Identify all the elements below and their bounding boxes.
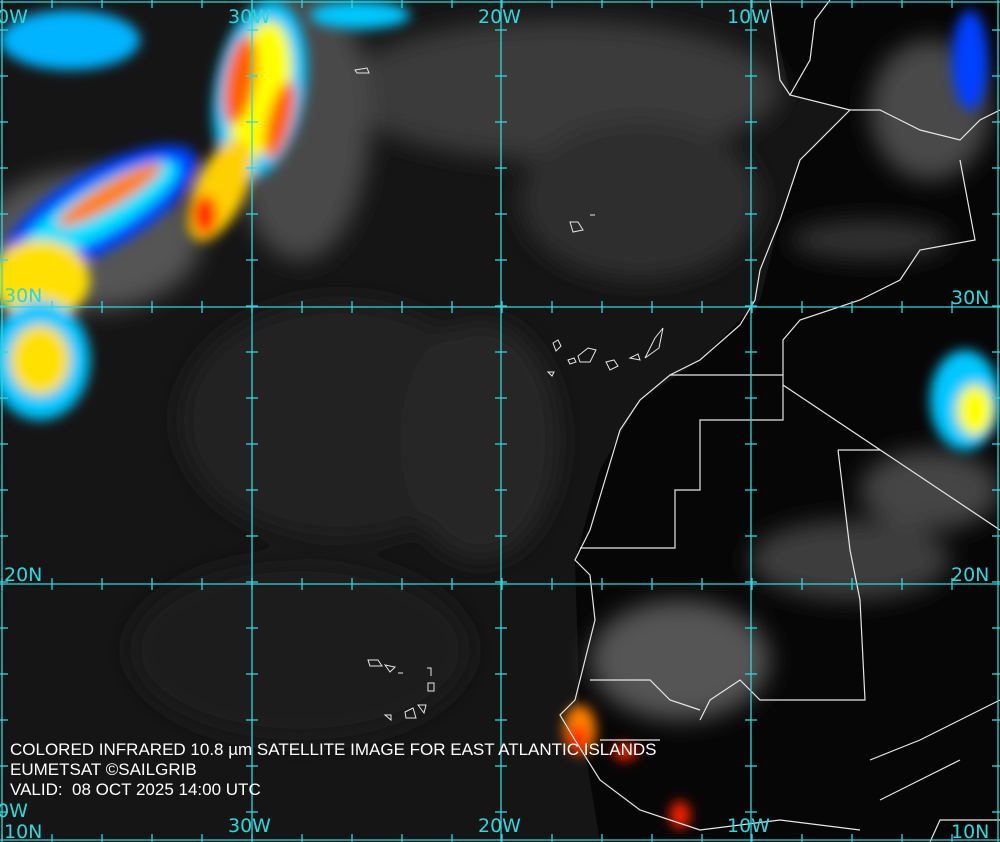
grid-label-bottom: 30W bbox=[228, 815, 271, 837]
grid-label-top: 20W bbox=[478, 6, 521, 28]
grid-label-left: 20N bbox=[4, 564, 43, 586]
islands bbox=[354, 67, 664, 722]
grid-label-top: 0W bbox=[0, 6, 28, 28]
grid-label-bottom: 0W bbox=[0, 800, 28, 822]
grid-label-left: 30N bbox=[4, 285, 43, 307]
grid-label-bottom: 10W bbox=[727, 815, 770, 837]
grid-label-right: 10N bbox=[951, 821, 990, 842]
caption-credit: EUMETSAT ©SAILGRIB bbox=[10, 760, 197, 779]
grid-label-top: 10W bbox=[727, 6, 770, 28]
caption-valid-time: VALID: 08 OCT 2025 14:00 UTC bbox=[10, 780, 261, 799]
grid-label-right: 20N bbox=[951, 564, 990, 586]
grid-label-right: 30N bbox=[951, 287, 990, 309]
caption-title: COLORED INFRARED 10.8 µm SATELLITE IMAGE… bbox=[10, 740, 657, 759]
grid-label-top: 30W bbox=[228, 6, 271, 28]
grid-label-bottom: 20W bbox=[478, 815, 521, 837]
coastlines bbox=[559, 0, 1000, 842]
image-caption: COLORED INFRARED 10.8 µm SATELLITE IMAGE… bbox=[10, 740, 657, 800]
grid-label-left: 10N bbox=[4, 821, 43, 842]
